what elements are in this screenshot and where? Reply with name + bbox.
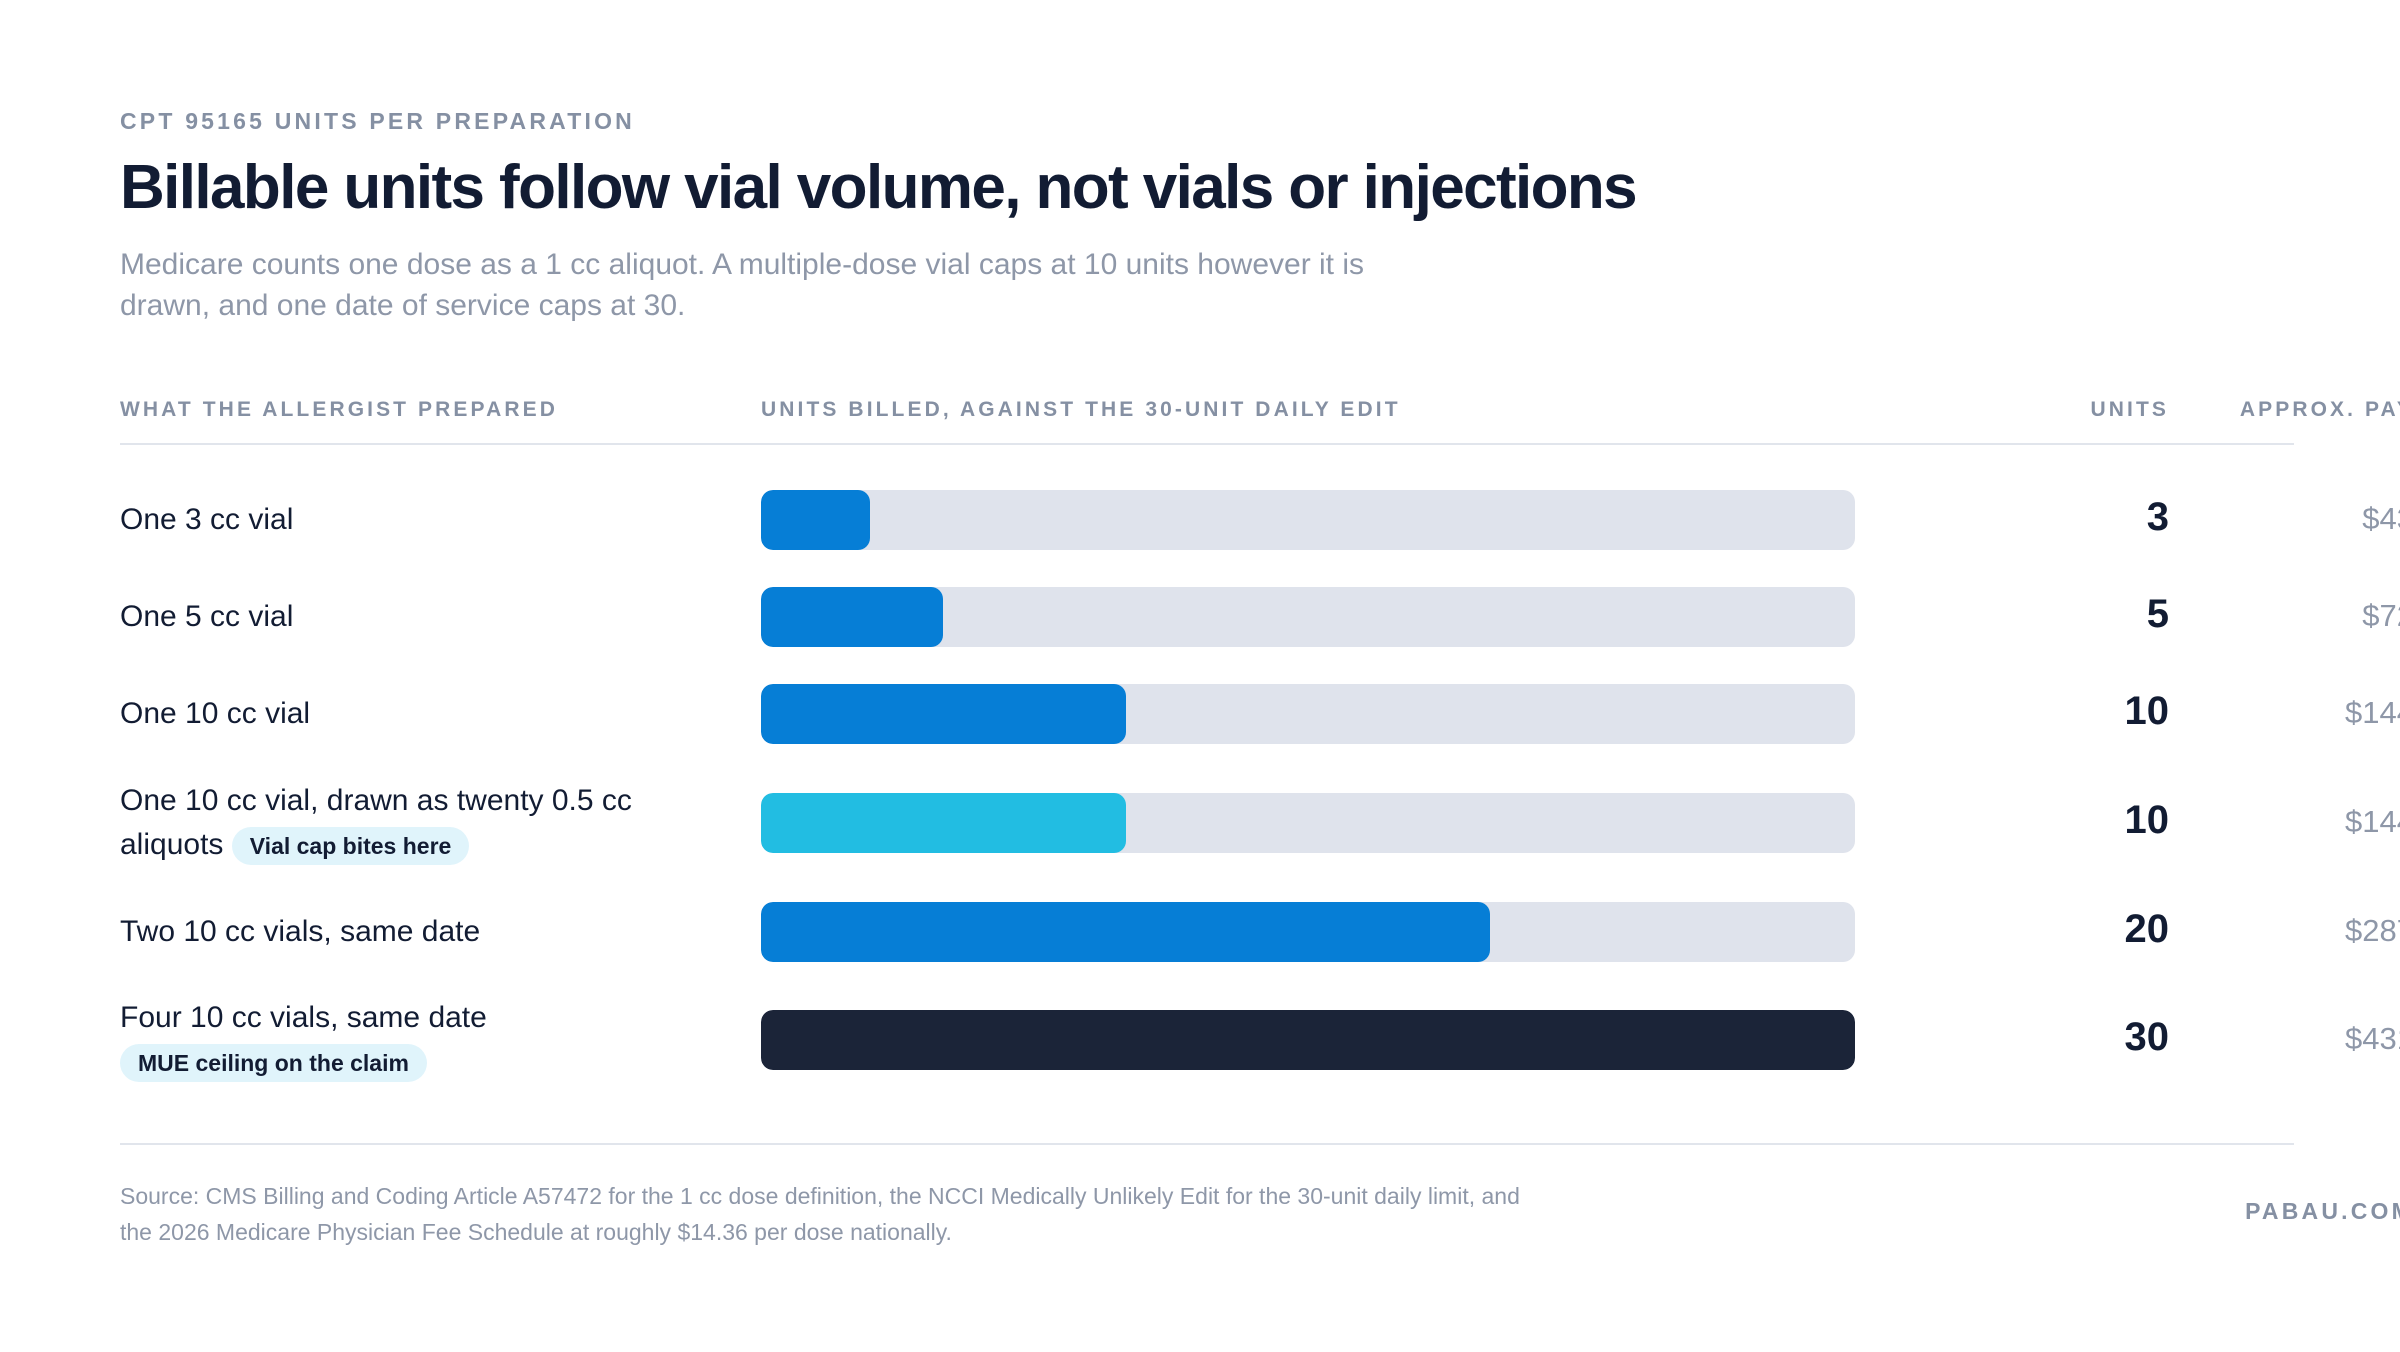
column-header-units: UNITS bbox=[2090, 398, 2169, 421]
category-text: One 5 cc vial bbox=[120, 600, 294, 633]
bar-track bbox=[761, 490, 1855, 550]
chart-kicker: CPT 95165 UNITS PER PREPARATION bbox=[120, 108, 635, 134]
category-label: One 10 cc vial, drawn as twenty 0.5 cc a… bbox=[120, 779, 720, 867]
brand-label: PABAU.COM bbox=[2245, 1198, 2400, 1224]
chart-subtitle: Medicare counts one dose as a 1 cc aliqu… bbox=[120, 248, 1365, 322]
callout-badge: MUE ceiling on the claim bbox=[120, 1044, 427, 1083]
bar-fill bbox=[761, 490, 871, 550]
chart-title: Billable units follow vial volume, not v… bbox=[120, 153, 1638, 222]
header-divider bbox=[120, 443, 2294, 445]
pay-value: $144 bbox=[2345, 804, 2400, 839]
bar-fill bbox=[761, 793, 1126, 853]
callout-badge: Vial cap bites here bbox=[231, 827, 470, 866]
category-label: One 5 cc vial bbox=[120, 595, 720, 639]
bar-fill bbox=[761, 587, 944, 647]
category-label: One 10 cc vial bbox=[120, 692, 720, 736]
bar-track bbox=[761, 587, 1855, 647]
category-label: Two 10 cc vials, same date bbox=[120, 910, 720, 954]
category-text: Two 10 cc vials, same date bbox=[120, 915, 481, 948]
column-header-pay: APPROX. PAY bbox=[2239, 398, 2400, 421]
chart-page: CPT 95165 UNITS PER PREPARATION Billable… bbox=[120, 0, 2400, 1352]
pay-value: $431 bbox=[2345, 1021, 2400, 1056]
pay-value: $287 bbox=[2345, 913, 2400, 948]
category-text: One 10 cc vial, drawn as twenty 0.5 cc a… bbox=[120, 784, 632, 861]
footer-divider bbox=[120, 1143, 2294, 1145]
pay-value: $43 bbox=[2362, 501, 2400, 536]
bar-fill bbox=[761, 902, 1491, 962]
pay-value: $72 bbox=[2362, 598, 2400, 633]
bar-fill bbox=[761, 1010, 1855, 1070]
units-value: 10 bbox=[2124, 689, 2170, 733]
pay-value: $144 bbox=[2345, 695, 2400, 730]
column-header-prepared: WHAT THE ALLERGIST PREPARED bbox=[120, 398, 558, 421]
bar-track bbox=[761, 1010, 1855, 1070]
category-label: One 3 cc vial bbox=[120, 498, 720, 542]
bar-track bbox=[761, 684, 1855, 744]
category-text: One 3 cc vial bbox=[120, 503, 294, 536]
units-value: 3 bbox=[2146, 495, 2169, 539]
units-value: 5 bbox=[2146, 592, 2169, 636]
units-value: 10 bbox=[2124, 798, 2170, 842]
column-header-billed: UNITS BILLED, AGAINST THE 30-UNIT DAILY … bbox=[761, 398, 1401, 421]
category-text: One 10 cc vial bbox=[120, 697, 311, 730]
bar-track bbox=[761, 902, 1855, 962]
units-value: 30 bbox=[2124, 1015, 2170, 1059]
category-text: Four 10 cc vials, same date bbox=[120, 1001, 487, 1034]
bar-fill bbox=[761, 684, 1126, 744]
units-value: 20 bbox=[2124, 907, 2170, 951]
source-note: Source: CMS Billing and Coding Article A… bbox=[120, 1183, 1520, 1245]
category-label: Four 10 cc vials, same date MUE ceiling o… bbox=[120, 996, 720, 1084]
bar-track bbox=[761, 793, 1855, 853]
